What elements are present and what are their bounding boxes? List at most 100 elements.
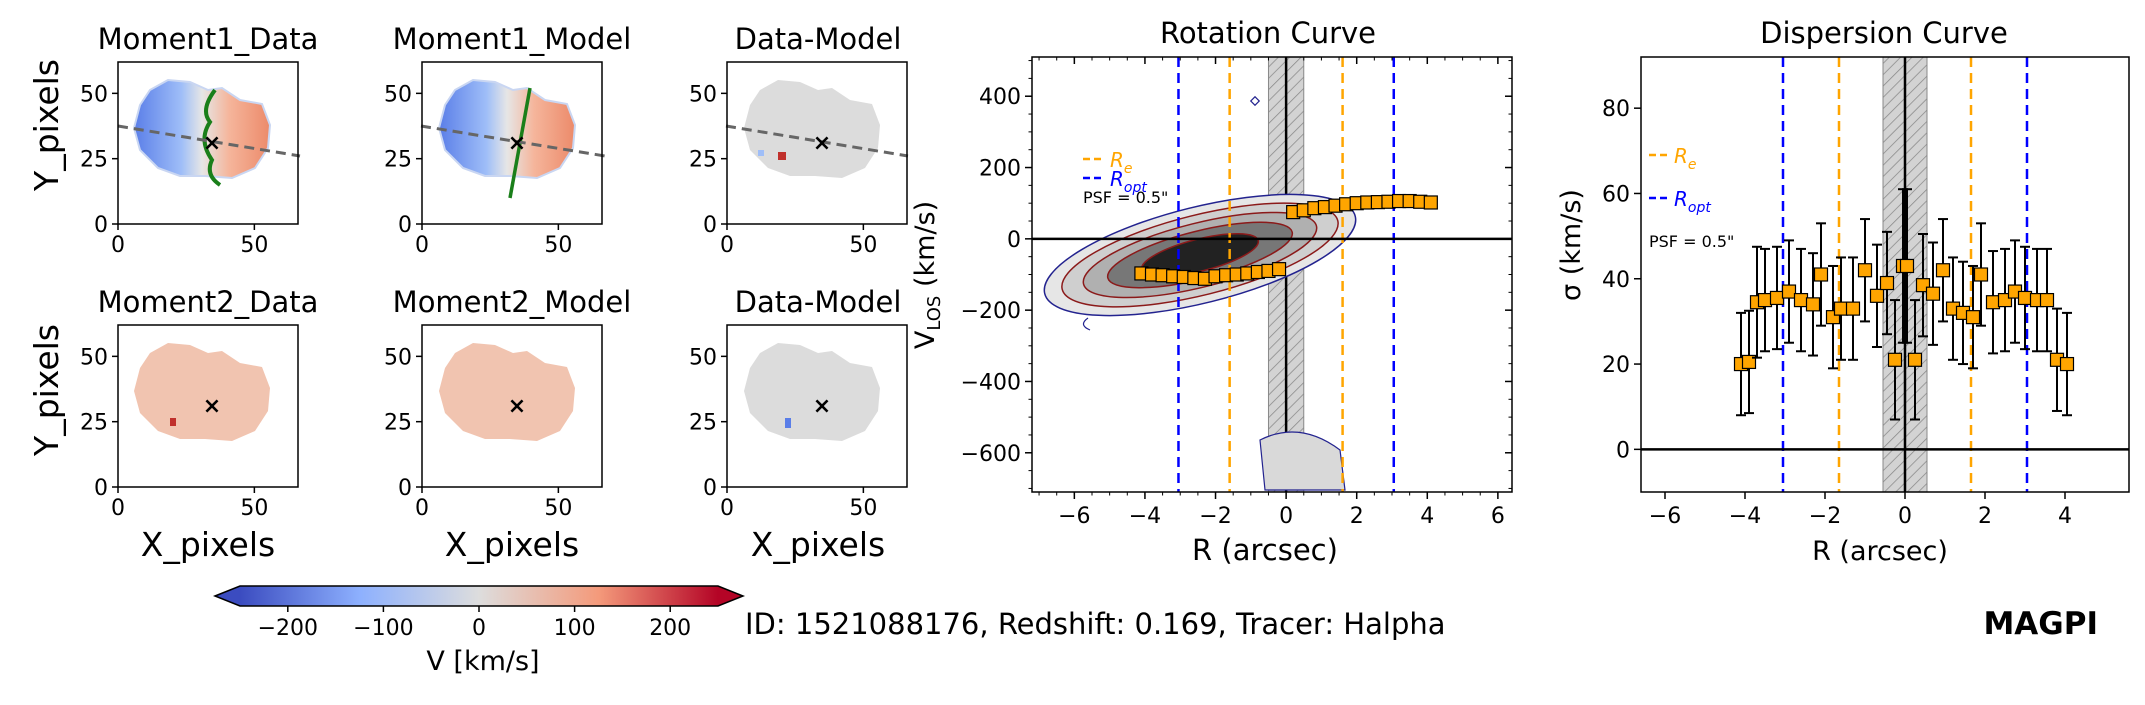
xtick-label: 2 — [1350, 504, 1364, 529]
rotation-legend: Re Ropt PSF = 0.5" — [1083, 148, 1168, 207]
map-title-moment2-data: Moment2_Data — [98, 285, 319, 319]
dispersion-xlabel: R (arcsec) — [1812, 536, 1948, 567]
map-ytick-label: 25 — [689, 148, 717, 173]
pv-noise-contour — [1082, 317, 1091, 331]
map-moment1-data: × — [117, 78, 301, 187]
psf-note: PSF = 0.5" — [1649, 232, 1734, 251]
xtick-label: 0 — [1898, 504, 1912, 529]
xtick-label: 6 — [1491, 504, 1505, 529]
center-marker: × — [508, 394, 526, 419]
colorbar-ticks: −200 −100 0 100 200 — [258, 606, 691, 641]
map-ytick-label: 0 — [94, 213, 108, 238]
dispersion-pixel — [170, 418, 176, 426]
data-point — [1845, 301, 1861, 316]
map-xtick-label: 0 — [415, 496, 429, 521]
magpi-logo: MAGPI — [1983, 606, 2098, 642]
data-point — [1899, 258, 1915, 274]
data-point — [1757, 292, 1773, 308]
map-title-moment2-model: Moment2_Model — [393, 285, 632, 319]
map-ytick-label: 0 — [703, 213, 717, 238]
velocity-field — [437, 78, 577, 180]
data-point — [1741, 354, 1757, 370]
ytick-label: 0 — [1616, 438, 1630, 463]
map-xtick-label: 50 — [544, 233, 572, 258]
rotation-curve-title: Rotation Curve — [1160, 16, 1376, 50]
data-point — [1781, 284, 1797, 299]
residual-pixel — [778, 152, 786, 160]
data-point — [1271, 262, 1287, 277]
map-xtick-label: 50 — [849, 496, 877, 521]
legend-re-label: Re — [1674, 144, 1697, 173]
legend-re-label: Re — [1110, 148, 1133, 177]
velocity-field — [132, 78, 272, 180]
rotation-curve-points — [1134, 193, 1438, 286]
dispersion-ylabel: σ (km/s) — [1556, 189, 1587, 301]
residual-field — [744, 343, 880, 441]
map-title-data-model-1: Data-Model — [735, 22, 902, 56]
colorbar-tick-label: −200 — [258, 616, 318, 641]
xtick-label: −4 — [1729, 504, 1761, 529]
center-marker: × — [508, 131, 526, 156]
ytick-label: −600 — [961, 442, 1021, 467]
colorbar-extend-low — [215, 586, 240, 606]
center-marker: × — [203, 394, 221, 419]
colorbar-tick-label: 200 — [649, 616, 691, 641]
colorbar-tick-label: 100 — [554, 616, 596, 641]
map-data-model-2: × — [744, 343, 880, 441]
ytick-label: 0 — [1007, 228, 1021, 253]
xtick-label: 2 — [1978, 504, 1992, 529]
kinematic-pa-line — [725, 124, 909, 158]
data-point — [1985, 295, 2001, 310]
map-xtick-label: 0 — [415, 233, 429, 258]
dispersion-background — [1641, 56, 2129, 493]
colorbar: −200 −100 0 100 200 V [km/s] — [212, 585, 746, 677]
map-data-model-1: × — [725, 80, 909, 178]
map-title-data-model-2: Data-Model — [735, 285, 902, 319]
map-frame — [421, 61, 603, 225]
map-frame — [117, 324, 299, 488]
colorbar-tick-label: 0 — [472, 616, 486, 641]
map-xtick-label: 50 — [544, 496, 572, 521]
pv-noise-contour — [1249, 95, 1261, 107]
data-point — [1887, 352, 1903, 367]
ytick-label: −200 — [961, 299, 1021, 324]
xtick-label: −6 — [1058, 504, 1090, 529]
chart-frame — [1640, 56, 2130, 493]
residual-field — [744, 80, 880, 178]
map-frame — [726, 324, 908, 488]
xtick-label: −2 — [1809, 504, 1841, 529]
map-xtick-label: 0 — [111, 233, 125, 258]
map-panels: Moment1_Data Moment1_Model Data-Model Mo… — [27, 22, 909, 564]
map-ytick-label: 25 — [384, 411, 412, 436]
map-title-moment1-model: Moment1_Model — [393, 22, 632, 56]
ytick-label: 60 — [1602, 182, 1630, 207]
xtick-label: −2 — [1199, 504, 1231, 529]
xtick-label: −6 — [1649, 504, 1681, 529]
dispersion-legend: Re Ropt PSF = 0.5" — [1649, 144, 1734, 251]
map-ylabel-row2: Y_pixels — [27, 324, 66, 457]
colorbar-tick-label: −100 — [353, 616, 413, 641]
map-ytick-label: 0 — [703, 476, 717, 501]
map-xtick-label: 50 — [849, 233, 877, 258]
galaxy-id-line: ID: 1521088176, Redshift: 0.169, Tracer:… — [745, 607, 1446, 641]
xtick-label: 4 — [1420, 504, 1434, 529]
map-ytick-label: 50 — [689, 345, 717, 370]
map-xtick-label: 50 — [240, 233, 268, 258]
map-moment2-model: × — [439, 343, 575, 441]
pv-noise-contour — [1259, 431, 1346, 491]
rotation-ylabel: VLOS (km/s) — [910, 201, 945, 349]
map-ytick-label: 0 — [94, 476, 108, 501]
map-moment2-data: × — [134, 343, 270, 441]
data-point — [1833, 301, 1849, 316]
colorbar-gradient — [240, 586, 718, 606]
data-point — [1925, 286, 1941, 301]
map-ytick-label: 50 — [384, 345, 412, 370]
dispersion-curve-title: Dispersion Curve — [1760, 16, 2008, 50]
colorbar-label: V [km/s] — [426, 646, 539, 677]
map-xtick-label: 0 — [111, 496, 125, 521]
map-ytick-label: 0 — [398, 213, 412, 238]
xtick-label: 4 — [2058, 504, 2072, 529]
